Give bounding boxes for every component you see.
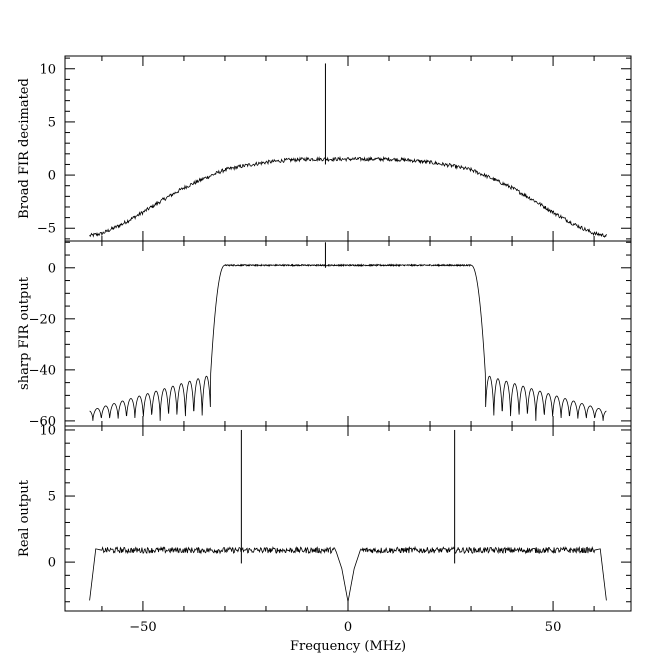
y-tick-label: 5 [48,490,56,505]
x-tick-label: 0 [344,620,352,635]
series-line [89,155,607,238]
y-tick-label: 0 [48,169,56,184]
y-tick-label: −40 [29,363,56,378]
y-axis-title: Broad FIR decimated [17,78,32,219]
y-axis-title: Real output [17,479,32,557]
plot-frame [64,55,632,242]
y-tick-label: 5 [48,115,56,130]
panel-real-output: 0 5 10 −50 0 50 Real output [17,423,632,635]
y-tick-label: 0 [48,261,56,276]
y-tick-label: −20 [29,312,56,327]
x-axis-title: Frequency (MHz) [290,639,406,654]
series-line [89,545,607,602]
y-tick-label: −60 [29,414,56,429]
panel-sharp-fir: −60 −40 −20 0 sharp FIR output [17,240,632,429]
y-axis-title: sharp FIR output [17,276,32,390]
panel-broad-fir: −5 0 5 10 Broad FIR decimated [17,55,632,242]
y-tick-label: 10 [39,62,56,77]
y-tick-label: −5 [37,222,56,237]
series-line [89,263,607,421]
plot-frame [64,425,632,612]
x-tick-label: 50 [545,620,562,635]
y-tick-label: 10 [39,423,56,438]
y-tick-label: 0 [48,556,56,571]
x-tick-label: −50 [129,620,156,635]
